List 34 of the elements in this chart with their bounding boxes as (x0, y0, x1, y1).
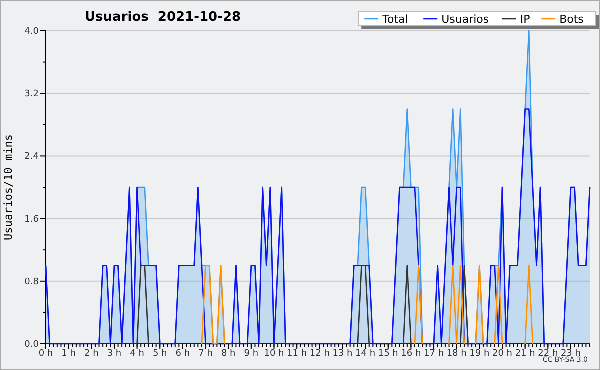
x-tick-label: 1 h (62, 349, 76, 359)
x-tick-label: 2 h (84, 349, 99, 359)
x-tick-label: 14 h (356, 349, 376, 359)
x-tick-label: 3 h (107, 349, 122, 359)
y-tick-label: 0.8 (24, 277, 40, 288)
x-tick-label: 0 h (38, 349, 54, 359)
x-tick-label: 9 h (244, 349, 259, 359)
x-tick-label: 10 h (264, 349, 284, 359)
x-tick-label: 17 h (424, 349, 444, 359)
x-tick-label: 20 h (492, 349, 513, 359)
x-tick-label: 8 h (221, 349, 236, 359)
y-tick-label: 0.0 (24, 340, 40, 350)
y-tick-label: 3.2 (24, 90, 39, 100)
x-tick-label: 18 h (446, 349, 467, 359)
legend-label: Bots (560, 13, 584, 26)
x-tick-label: 15 h (378, 349, 398, 359)
x-tick-label: 16 h (401, 349, 422, 359)
y-tick-label: 1.6 (24, 214, 40, 225)
legend-label: IP (520, 13, 531, 26)
y-axis-title: Usuarios/10 mins (2, 134, 15, 240)
x-tick-label: 11 h (287, 349, 308, 359)
x-tick-label: 4 h (130, 349, 144, 359)
x-tick-label: 19 h (470, 349, 490, 359)
x-tick-label: 21 h (515, 349, 536, 359)
x-tick-label: 6 h (176, 349, 190, 359)
y-tick-label: 4.0 (24, 27, 40, 37)
x-tick-label: 5 h (152, 349, 168, 359)
legend-label: Usuarios (442, 13, 490, 26)
legend-label: Total (382, 13, 408, 26)
y-tick-label: 2.4 (24, 152, 40, 162)
x-tick-label: 12 h (310, 349, 330, 359)
chart-title: Usuarios 2021-10-28 (85, 10, 242, 25)
x-tick-label: 7 h (198, 349, 213, 359)
x-tick-label: 13 h (332, 349, 353, 359)
